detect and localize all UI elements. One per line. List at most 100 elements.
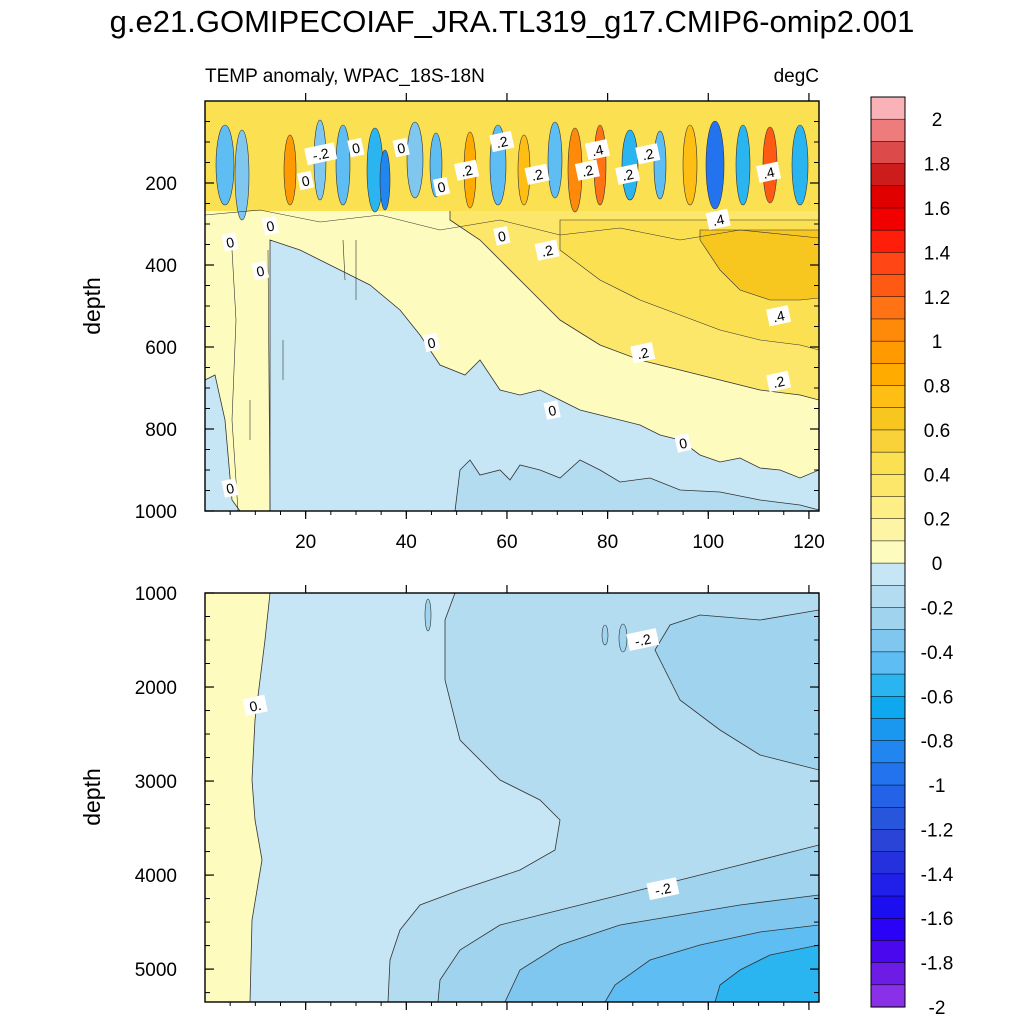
colorbar-swatch [870,607,906,631]
colorbar-swatch [870,651,906,675]
colorbar-label: -0.8 [921,732,954,753]
colorbar-swatch [870,829,906,853]
contour-label: .2 [766,370,792,392]
contour-label-bg [454,159,480,181]
contour-label: -.2 [626,628,660,651]
colorbar-swatch [870,207,906,231]
contour-label-text: .2 [641,145,656,163]
contour-label-bg [756,161,782,183]
y-tick-label: 5000 [135,960,177,981]
contour-label-bg [524,163,550,185]
colorbar-label: 1.4 [924,243,951,264]
contour-label-bg [347,137,365,158]
contour-label: 0 [221,232,239,252]
colorbar-label: 0 [932,554,943,575]
contour-label-text: .2 [495,133,510,151]
contour-label: .4 [705,208,731,231]
contour-label-text: .2 [620,166,635,184]
lower-panel: depth 1000 2000 3000 4000 5000 -.2 -.2 0. [79,584,820,1010]
colorbar-swatch [870,696,906,720]
contour-label-bg [489,130,515,153]
y-tick-label: 2000 [135,678,177,699]
contour-label-text: -.2 [653,880,673,899]
colorbar-label: -0.2 [921,598,954,619]
contour-label-text: 0 [496,228,507,245]
contour-label-text: .4 [711,211,726,229]
contour-label-bg [242,694,268,716]
colorbar-swatch [870,784,906,808]
contour-label-text: 0 [351,139,362,156]
contour-label-bg [766,305,792,327]
contour-label-bg [646,877,680,901]
upper-panel-units: degC [774,66,819,87]
x-tick-label: 40 [396,532,417,553]
y-tick-label: 1000 [135,502,177,523]
contour-label-text: 0 [265,217,276,234]
colorbar-swatch [870,340,906,364]
contour-label-bg [392,137,410,158]
chart-title: g.e21.GOMIPECOIAF_JRA.TL319_g17.CMIP6-om… [109,4,915,39]
colorbar-swatch [870,252,906,276]
contour-label-bg [674,433,692,453]
colorbar-label: 0.4 [924,465,951,486]
colorbar-swatch [870,185,906,209]
contour-label: .2 [524,163,550,185]
contour-label-bg [534,239,560,261]
colorbar-swatch [870,385,906,409]
colorbar-label: -1.8 [921,954,954,975]
contour-label: 0 [251,260,269,281]
colorbar-frame [870,96,906,1008]
x-tick-label: 20 [295,532,316,553]
contour-label: 0 [543,400,561,420]
contour-label-text: 0 [396,139,407,156]
contour-label-text: 0 [678,435,689,452]
colorbar-swatch [870,940,906,964]
colorbar-swatch [870,118,906,142]
contour-label: .4 [584,139,610,161]
colorbar: 2 1.8 1.6 1.4 1.2 1 0.8 0.6 0.4 0.2 0 -0.2 -0.4 -0.6 -… [870,96,954,1019]
colorbar-label: 0.2 [924,510,950,531]
upper-neg-left-strip [205,374,241,511]
contour-label-bg [296,170,315,191]
x-tick-label: 80 [597,532,618,553]
lower-y-axis-title: depth [79,768,105,826]
contour-label: .4 [756,161,782,183]
contour-label: 0 [422,332,440,353]
y-tick-label: 4000 [135,866,177,887]
contour-label-text: .2 [530,166,545,184]
contour-label: 0 [674,433,692,453]
colorbar-swatch [870,474,906,498]
contour-label-bg [705,208,731,231]
upper-field [205,101,819,511]
contour-label-text: 0 [225,234,236,251]
upper-axis-ticks: 200 400 600 800 1000 20 40 60 80 100 120 [135,93,825,553]
colorbar-label: -1 [929,776,946,797]
contour-label-bg [493,226,511,246]
colorbar-swatch [870,740,906,764]
contour-label-text: .4 [761,164,776,182]
contour-label: 0 [493,226,511,246]
contour-label-text: 0. [248,697,263,715]
contour-label-text: .2 [540,242,555,260]
contour-label: .2 [489,130,515,153]
contour-label-bg [221,232,239,252]
contour-label-text: .2 [771,373,786,391]
x-tick-label: 60 [496,532,517,553]
colorbar-swatch [870,806,906,830]
colorbar-label: 2 [932,110,943,131]
colorbar-swatch [870,895,906,919]
colorbar-swatch [870,962,906,986]
x-tick-label: 120 [793,532,825,553]
contour-label-bg [626,628,660,651]
contour-label: .2 [630,342,656,364]
colorbar-swatch [870,851,906,875]
colorbar-swatch [870,96,906,120]
colorbar-label: -2 [929,998,946,1019]
colorbar-swatch [870,984,906,1008]
contour-label-text: 0 [255,262,266,279]
y-tick-label: 800 [145,420,177,441]
lower-field [205,593,819,1002]
contour-label: 0 [432,176,451,197]
colorbar-label: 0.6 [924,421,950,442]
colorbar-swatch [870,585,906,609]
